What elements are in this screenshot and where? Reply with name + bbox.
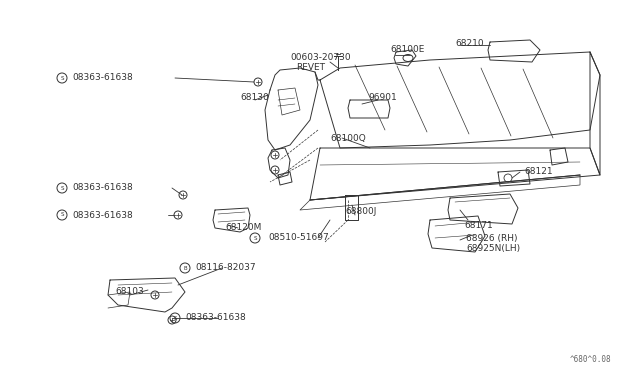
Text: 08116-82037: 08116-82037: [195, 263, 255, 273]
Text: S: S: [173, 315, 177, 321]
Text: REVET: REVET: [296, 64, 325, 73]
Text: 08363-61638: 08363-61638: [72, 183, 132, 192]
Text: 08510-51697: 08510-51697: [268, 234, 329, 243]
Text: B: B: [183, 266, 187, 270]
Text: 96901: 96901: [368, 93, 397, 103]
Text: 68925N(LH): 68925N(LH): [466, 244, 520, 253]
Text: S: S: [60, 186, 64, 190]
Text: 08363-61638: 08363-61638: [185, 314, 246, 323]
Text: 00603-20730: 00603-20730: [290, 54, 351, 62]
Text: 68103: 68103: [115, 288, 144, 296]
Text: S: S: [60, 76, 64, 80]
Text: 68130: 68130: [240, 93, 269, 103]
Text: 68800J: 68800J: [345, 208, 376, 217]
Text: S: S: [60, 212, 64, 218]
Text: ^680^0.08: ^680^0.08: [570, 355, 612, 364]
Text: 68926 (RH): 68926 (RH): [466, 234, 518, 243]
Text: 68171: 68171: [464, 221, 493, 230]
Text: 68121: 68121: [524, 167, 552, 176]
Text: 68210: 68210: [455, 39, 484, 48]
Text: S: S: [253, 235, 257, 241]
Text: 68100Q: 68100Q: [330, 134, 365, 142]
Text: 08363-61638: 08363-61638: [72, 74, 132, 83]
Text: 68100E: 68100E: [390, 45, 424, 55]
Text: 08363-61638: 08363-61638: [72, 211, 132, 219]
Text: 68120M: 68120M: [225, 224, 261, 232]
